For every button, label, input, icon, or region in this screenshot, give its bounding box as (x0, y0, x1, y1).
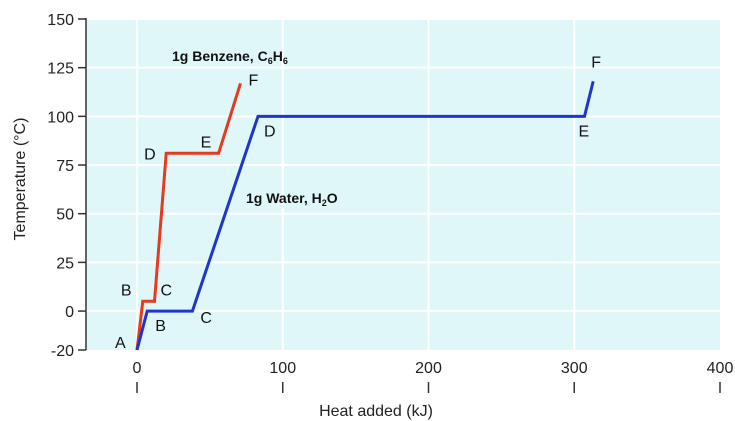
water-heating-curve (135, 80, 595, 351)
x-tick-label: 0 (133, 360, 142, 377)
water-point-label-a: A (115, 335, 126, 352)
water-point-label-d: D (264, 123, 276, 140)
water-point-label-f: F (591, 54, 601, 71)
y-axis-title: Temperature (°C) (12, 118, 29, 241)
y-tick-label: 25 (56, 255, 74, 272)
x-axis-title: Heat added (kJ) (319, 403, 433, 420)
benzene-point-label-e: E (201, 134, 212, 151)
benzene-series-label: 1g Benzene, C6H6 (172, 48, 288, 66)
benzene-point-label-c: C (161, 282, 173, 299)
water-series-label: 1g Water, H2O (246, 190, 338, 208)
axes: -20 0 25 50 75 100 125 150 0 100 200 300 400 (47, 12, 733, 393)
x-tick-label: 100 (269, 360, 296, 377)
benzene-point-label-b: B (121, 282, 132, 299)
benzene-point-label-f: F (248, 72, 258, 89)
benzene-heating-curve (135, 82, 242, 351)
water-point-label-c: C (200, 310, 212, 327)
y-tick-label: 100 (47, 109, 74, 126)
y-tick-label: 0 (65, 304, 74, 321)
point-labels: B C D E F A B C D E F (115, 54, 601, 352)
x-tick-label: 300 (561, 360, 588, 377)
x-tick-label: 400 (707, 360, 734, 377)
grid (86, 18, 720, 350)
water-point-label-b: B (155, 318, 166, 335)
y-tick-label: 75 (56, 158, 74, 175)
y-tick-label: 125 (47, 61, 74, 78)
plot-background (86, 19, 720, 350)
x-tick-label: 200 (415, 360, 442, 377)
water-point-label-e: E (578, 123, 589, 140)
y-tick-label: 150 (47, 12, 74, 29)
y-tick-label: 50 (56, 207, 74, 224)
series-lines (135, 80, 595, 351)
benzene-point-label-d: D (144, 146, 156, 163)
y-tick-label: -20 (51, 343, 74, 360)
